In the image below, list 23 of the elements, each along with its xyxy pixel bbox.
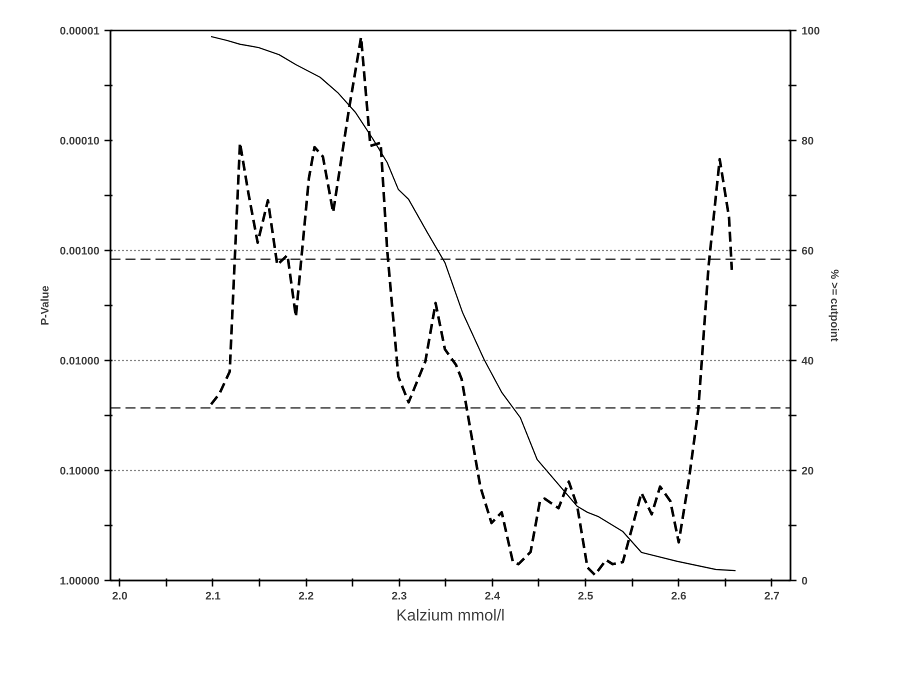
y2-axis-title: % >= cutpoint xyxy=(828,269,840,342)
y-tick-label: 0.00010 xyxy=(60,136,100,148)
y2-tick-label: 40 xyxy=(802,356,814,368)
x-tick-label: 2.3 xyxy=(392,590,407,602)
x-tick-label: 2.0 xyxy=(112,590,128,602)
y2-tick-label: 100 xyxy=(802,26,820,38)
y2-tick-label: 0 xyxy=(802,576,808,588)
y2-tick-label: 20 xyxy=(802,466,814,478)
y-tick-label: 0.00001 xyxy=(60,26,100,38)
y-axis-title: P-Value xyxy=(40,286,52,326)
x-axis-title: Kalzium mmol/l xyxy=(396,608,505,624)
y-tick-label: 0.01000 xyxy=(60,356,100,368)
x-tick-label: 2.4 xyxy=(484,590,501,602)
y-tick-label: 0.10000 xyxy=(60,466,100,478)
x-tick-label: 2.7 xyxy=(764,590,780,602)
y-tick-label: 0.00100 xyxy=(60,246,100,258)
x-tick-label: 2.5 xyxy=(578,590,594,602)
y2-tick-label: 80 xyxy=(802,136,814,148)
y2-tick-label: 60 xyxy=(802,246,814,258)
x-tick-label: 2.2 xyxy=(298,590,314,602)
x-tick-label: 2.1 xyxy=(205,590,221,602)
x-tick-label: 2.6 xyxy=(671,590,686,602)
y-tick-label: 1.00000 xyxy=(60,576,100,588)
